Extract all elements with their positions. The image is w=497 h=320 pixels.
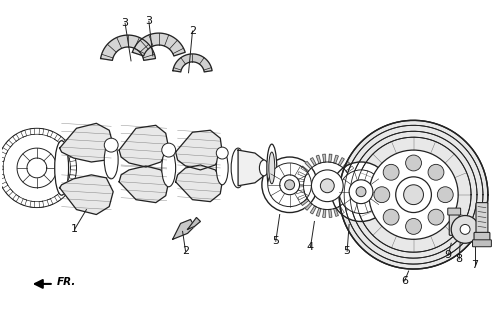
Polygon shape <box>60 123 113 162</box>
Polygon shape <box>333 155 338 164</box>
Text: 1: 1 <box>71 224 78 234</box>
Polygon shape <box>175 165 222 202</box>
Text: 7: 7 <box>472 260 479 270</box>
Text: FR.: FR. <box>57 277 76 287</box>
Polygon shape <box>346 199 354 205</box>
Text: 2: 2 <box>182 246 189 256</box>
Polygon shape <box>238 150 264 186</box>
Circle shape <box>406 155 421 171</box>
Circle shape <box>349 180 373 204</box>
Polygon shape <box>301 166 309 172</box>
Polygon shape <box>348 172 357 177</box>
Polygon shape <box>305 161 312 169</box>
Circle shape <box>437 187 453 203</box>
Polygon shape <box>310 158 316 166</box>
Ellipse shape <box>104 141 118 179</box>
Polygon shape <box>305 203 312 210</box>
Circle shape <box>356 187 366 197</box>
Ellipse shape <box>216 151 228 185</box>
Circle shape <box>312 170 343 202</box>
Polygon shape <box>351 184 359 187</box>
Text: 6: 6 <box>401 276 408 286</box>
Polygon shape <box>132 33 185 56</box>
Polygon shape <box>338 158 344 166</box>
Circle shape <box>331 162 391 221</box>
Polygon shape <box>316 155 321 164</box>
Ellipse shape <box>231 148 245 188</box>
Text: 9: 9 <box>445 250 452 260</box>
Circle shape <box>383 164 399 180</box>
Polygon shape <box>333 208 338 216</box>
Polygon shape <box>323 154 326 162</box>
Text: 4: 4 <box>307 242 314 252</box>
Ellipse shape <box>55 141 69 195</box>
FancyBboxPatch shape <box>474 232 490 244</box>
Polygon shape <box>296 178 304 182</box>
Circle shape <box>428 164 444 180</box>
Circle shape <box>451 215 479 243</box>
Circle shape <box>268 163 312 207</box>
Circle shape <box>369 150 458 239</box>
Circle shape <box>285 180 295 190</box>
FancyBboxPatch shape <box>448 208 461 215</box>
Polygon shape <box>100 35 156 60</box>
Polygon shape <box>342 203 349 210</box>
Polygon shape <box>173 54 212 72</box>
FancyBboxPatch shape <box>476 203 488 234</box>
Text: 3: 3 <box>122 18 129 28</box>
FancyBboxPatch shape <box>449 210 459 235</box>
Polygon shape <box>316 208 321 216</box>
Circle shape <box>280 175 300 195</box>
Circle shape <box>383 209 399 225</box>
Ellipse shape <box>269 152 275 184</box>
Ellipse shape <box>259 160 268 176</box>
Ellipse shape <box>162 149 175 187</box>
Text: 2: 2 <box>189 26 196 36</box>
Circle shape <box>104 138 118 152</box>
Circle shape <box>374 187 390 203</box>
Circle shape <box>404 185 423 204</box>
Circle shape <box>216 147 228 159</box>
Polygon shape <box>310 206 316 214</box>
Polygon shape <box>346 166 354 172</box>
Polygon shape <box>119 125 168 167</box>
Polygon shape <box>350 178 359 182</box>
Circle shape <box>262 157 318 212</box>
Polygon shape <box>60 175 113 214</box>
Polygon shape <box>119 166 168 203</box>
Polygon shape <box>175 130 222 170</box>
Circle shape <box>406 219 421 234</box>
Polygon shape <box>329 154 332 162</box>
Text: 5: 5 <box>343 246 351 256</box>
Circle shape <box>162 143 175 157</box>
Text: 8: 8 <box>456 254 463 264</box>
Polygon shape <box>339 120 488 269</box>
Polygon shape <box>298 172 306 177</box>
Polygon shape <box>342 161 349 169</box>
Ellipse shape <box>267 144 277 192</box>
Polygon shape <box>329 209 332 217</box>
FancyBboxPatch shape <box>473 240 492 247</box>
Circle shape <box>428 209 444 225</box>
Circle shape <box>396 177 431 212</box>
Polygon shape <box>172 220 194 239</box>
Polygon shape <box>298 195 306 200</box>
Polygon shape <box>187 218 200 229</box>
Text: 5: 5 <box>272 236 279 246</box>
Circle shape <box>460 224 470 234</box>
Circle shape <box>339 170 383 213</box>
Circle shape <box>321 179 334 193</box>
Polygon shape <box>350 190 359 194</box>
Polygon shape <box>323 209 326 217</box>
Polygon shape <box>296 190 304 194</box>
Polygon shape <box>338 206 344 214</box>
Polygon shape <box>296 184 304 187</box>
Polygon shape <box>301 199 309 205</box>
Text: 3: 3 <box>145 16 153 26</box>
Polygon shape <box>348 195 357 200</box>
